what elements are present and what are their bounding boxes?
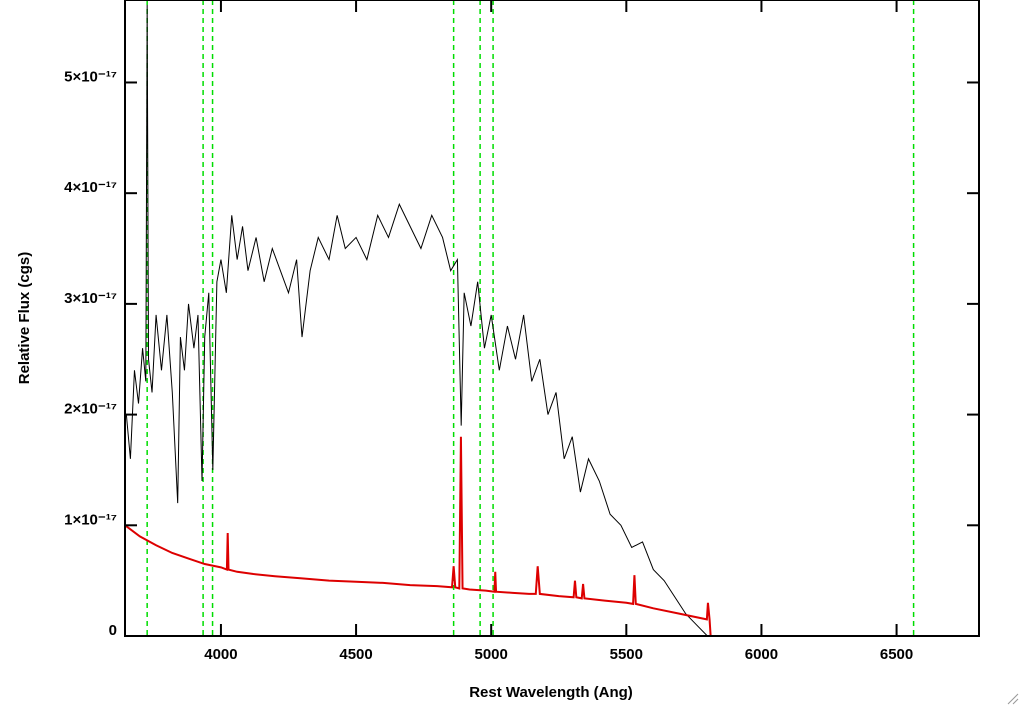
y-axis-label: Relative Flux (cgs) (16, 252, 33, 385)
y-tick-label: 3×10⁻¹⁷ (64, 290, 117, 307)
x-tick-label: 5000 (475, 646, 508, 663)
y-tick-label: 5×10⁻¹⁷ (64, 68, 117, 85)
y-tick-label: 4×10⁻¹⁷ (64, 179, 117, 196)
x-tick-label: 5500 (610, 646, 643, 663)
y-tick-label: 2×10⁻¹⁷ (64, 401, 117, 418)
x-axis-label: Rest Wavelength (Ang) (469, 684, 633, 701)
x-tick-label: 4000 (204, 646, 237, 663)
y-tick-label: 0 (109, 622, 117, 639)
x-tick-label: 6500 (880, 646, 913, 663)
y-tick-label: 1×10⁻¹⁷ (64, 511, 117, 528)
x-tick-label: 4500 (339, 646, 372, 663)
x-tick-label: 6000 (745, 646, 778, 663)
resize-grip (1007, 693, 1019, 705)
spectrum-line (124, 436, 979, 637)
plot-frame (124, 0, 980, 637)
spectrum-line (125, 4, 708, 637)
